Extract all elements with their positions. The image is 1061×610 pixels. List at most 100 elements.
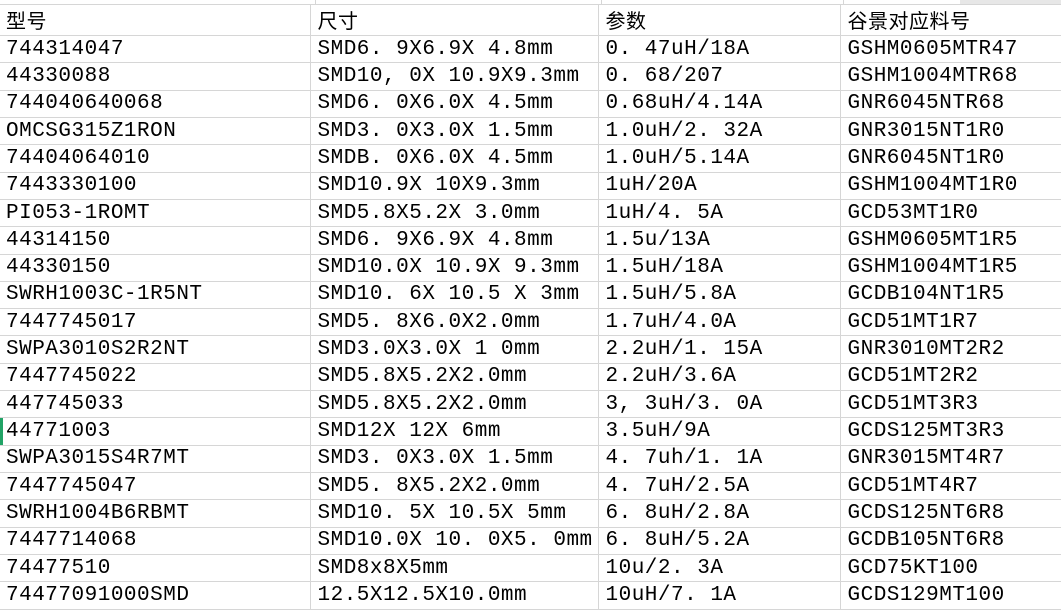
cell-size[interactable]: SMD10.0X 10. 0X5. 0mm [310, 527, 599, 555]
cell-model[interactable]: PI053-1ROMT [0, 199, 311, 228]
header-cell-gujing[interactable]: 谷景对应料号 [840, 5, 1061, 36]
parts-cross-reference-table: 型号 尺寸 参数 谷景对应料号 744314047 SMD6. 9X6.9X 4… [0, 5, 1061, 610]
cell-params[interactable]: 2.2uH/1. 15A [598, 335, 841, 364]
table-row: PI053-1ROMT SMD5.8X5.2X 3.0mm 1uH/4. 5A … [0, 199, 1061, 228]
cell-size[interactable]: SMD10.0X 10.9X 9.3mm [310, 254, 599, 282]
cell-size[interactable]: SMD10, 0X 10.9X9.3mm [310, 62, 599, 91]
cell-gujing[interactable]: GCD75KT100 [840, 554, 1061, 583]
cell-gujing[interactable]: GCD51MT1R7 [840, 308, 1061, 337]
cell-gujing[interactable]: GCDB105NT6R8 [840, 527, 1061, 555]
cell-params[interactable]: 0. 47uH/18A [598, 35, 841, 64]
cell-gujing[interactable]: GSHM0605MTR47 [840, 35, 1061, 64]
cell-gujing[interactable]: GNR6045NT1R0 [840, 144, 1061, 173]
cell-model[interactable]: 7443330100 [0, 172, 311, 200]
cell-gujing[interactable]: GSHM0605MT1R5 [840, 226, 1061, 255]
cell-params[interactable]: 1.0uH/2. 32A [598, 117, 841, 146]
cell-gujing[interactable]: GSHM1004MTR68 [840, 62, 1061, 91]
cell-gujing[interactable]: GCD51MT2R2 [840, 363, 1061, 392]
cell-gujing[interactable]: GNR3015NT1R0 [840, 117, 1061, 146]
cell-params[interactable]: 10uH/7. 1A [598, 581, 841, 610]
table-row: 7447745047 SMD5. 8X5.2X2.0mm 4. 7uH/2.5A… [0, 472, 1061, 501]
cell-size[interactable]: SMD6. 9X6.9X 4.8mm [310, 226, 599, 255]
cell-model[interactable]: 44314150 [0, 226, 311, 255]
cell-size[interactable]: SMD5. 8X5.2X2.0mm [310, 472, 599, 501]
cell-params[interactable]: 1.0uH/5.14A [598, 144, 841, 173]
cell-gujing[interactable]: GCDS125NT6R8 [840, 499, 1061, 528]
cell-size[interactable]: SMD10.9X 10X9.3mm [310, 172, 599, 200]
cell-model[interactable]: 744040640068 [0, 90, 311, 118]
cell-gujing[interactable]: GCD51MT4R7 [840, 472, 1061, 501]
cell-gujing[interactable]: GNR3010MT2R2 [840, 335, 1061, 364]
cell-model[interactable]: 44330088 [0, 62, 311, 91]
cell-model[interactable]: SWRH1004B6RBMT [0, 499, 311, 528]
cell-gujing[interactable]: GCDS125MT3R3 [840, 417, 1061, 446]
cell-model[interactable]: 7447714068 [0, 527, 311, 555]
cell-params[interactable]: 4. 7uH/2.5A [598, 472, 841, 501]
table-row: SWPA3010S2R2NT SMD3.0X3.0X 1 0mm 2.2uH/1… [0, 335, 1061, 364]
cell-model[interactable]: SWPA3010S2R2NT [0, 335, 311, 364]
cell-params[interactable]: 1.5uH/5.8A [598, 281, 841, 310]
table-row: 744040640068 SMD6. 0X6.0X 4.5mm 0.68uH/4… [0, 90, 1061, 118]
cell-size[interactable]: SMD5.8X5.2X2.0mm [310, 390, 599, 419]
cell-size[interactable]: SMD10. 5X 10.5X 5mm [310, 499, 599, 528]
header-cell-params[interactable]: 参数 [598, 5, 841, 36]
cell-model[interactable]: 7447745022 [0, 363, 311, 392]
cell-size[interactable]: 12.5X12.5X10.0mm [310, 581, 599, 610]
cell-gujing[interactable]: GSHM1004MT1R5 [840, 254, 1061, 282]
cell-size[interactable]: SMD6. 9X6.9X 4.8mm [310, 35, 599, 64]
cell-size[interactable]: SMD8x8X5mm [310, 554, 599, 583]
gridline-tick [601, 0, 602, 4]
header-cell-model[interactable]: 型号 [0, 5, 311, 36]
header-cell-size[interactable]: 尺寸 [310, 5, 599, 36]
cell-model[interactable]: 74477510 [0, 554, 311, 583]
table-row: SWRH1004B6RBMT SMD10. 5X 10.5X 5mm 6. 8u… [0, 499, 1061, 528]
cell-model[interactable]: 7447745017 [0, 308, 311, 337]
cell-gujing[interactable]: GSHM1004MT1R0 [840, 172, 1061, 200]
cell-size[interactable]: SMD6. 0X6.0X 4.5mm [310, 90, 599, 118]
cell-gujing[interactable]: GNR3015MT4R7 [840, 445, 1061, 474]
cell-size[interactable]: SMD3.0X3.0X 1 0mm [310, 335, 599, 364]
cell-model[interactable]: 44330150 [0, 254, 311, 282]
cell-size[interactable]: SMDB. 0X6.0X 4.5mm [310, 144, 599, 173]
table-row: 7447714068 SMD10.0X 10. 0X5. 0mm 6. 8uH/… [0, 527, 1061, 555]
cell-params[interactable]: 1.5uH/18A [598, 254, 841, 282]
cell-params[interactable]: 3, 3uH/3. 0A [598, 390, 841, 419]
cell-model[interactable]: SWRH1003C-1R5NT [0, 281, 311, 310]
cell-model[interactable]: OMCSG315Z1RON [0, 117, 311, 146]
cell-size[interactable]: SMD12X 12X 6mm [310, 417, 599, 446]
cell-params[interactable]: 0.68uH/4.14A [598, 90, 841, 118]
cell-params[interactable]: 4. 7uh/1. 1A [598, 445, 841, 474]
cell-gujing[interactable]: GCD53MT1R0 [840, 199, 1061, 228]
cell-model[interactable]: 44771003 [0, 417, 311, 446]
cell-size[interactable]: SMD5.8X5.2X2.0mm [310, 363, 599, 392]
cell-params[interactable]: 1.7uH/4.0A [598, 308, 841, 337]
cell-params[interactable]: 1uH/20A [598, 172, 841, 200]
cell-size[interactable]: SMD10. 6X 10.5 X 3mm [310, 281, 599, 310]
cell-params[interactable]: 1uH/4. 5A [598, 199, 841, 228]
cell-gujing[interactable]: GNR6045NTR68 [840, 90, 1061, 118]
cell-params[interactable]: 1.5u/13A [598, 226, 841, 255]
cell-params[interactable]: 6. 8uH/5.2A [598, 527, 841, 555]
cell-model[interactable]: 447745033 [0, 390, 311, 419]
cell-model[interactable]: 74404064010 [0, 144, 311, 173]
partial-row-above [0, 0, 1061, 5]
cell-size[interactable]: SMD5. 8X6.0X2.0mm [310, 308, 599, 337]
table-row: 447745033 SMD5.8X5.2X2.0mm 3, 3uH/3. 0A … [0, 390, 1061, 419]
cell-params[interactable]: 2.2uH/3.6A [598, 363, 841, 392]
cell-gujing[interactable]: GCD51MT3R3 [840, 390, 1061, 419]
cell-model[interactable]: SWPA3015S4R7MT [0, 445, 311, 474]
cell-size[interactable]: SMD5.8X5.2X 3.0mm [310, 199, 599, 228]
cell-size[interactable]: SMD3. 0X3.0X 1.5mm [310, 445, 599, 474]
cell-params[interactable]: 0. 68/207 [598, 62, 841, 91]
cell-params[interactable]: 6. 8uH/2.8A [598, 499, 841, 528]
gridline-tick [843, 0, 844, 4]
cell-model[interactable]: 74477091000SMD [0, 581, 311, 610]
cell-gujing[interactable]: GCDS129MT100 [840, 581, 1061, 610]
cell-model[interactable]: 7447745047 [0, 472, 311, 501]
cell-params[interactable]: 10u/2. 3A [598, 554, 841, 583]
cell-model[interactable]: 744314047 [0, 35, 311, 64]
cell-gujing[interactable]: GCDB104NT1R5 [840, 281, 1061, 310]
cell-params[interactable]: 3.5uH/9A [598, 417, 841, 446]
cell-size[interactable]: SMD3. 0X3.0X 1.5mm [310, 117, 599, 146]
